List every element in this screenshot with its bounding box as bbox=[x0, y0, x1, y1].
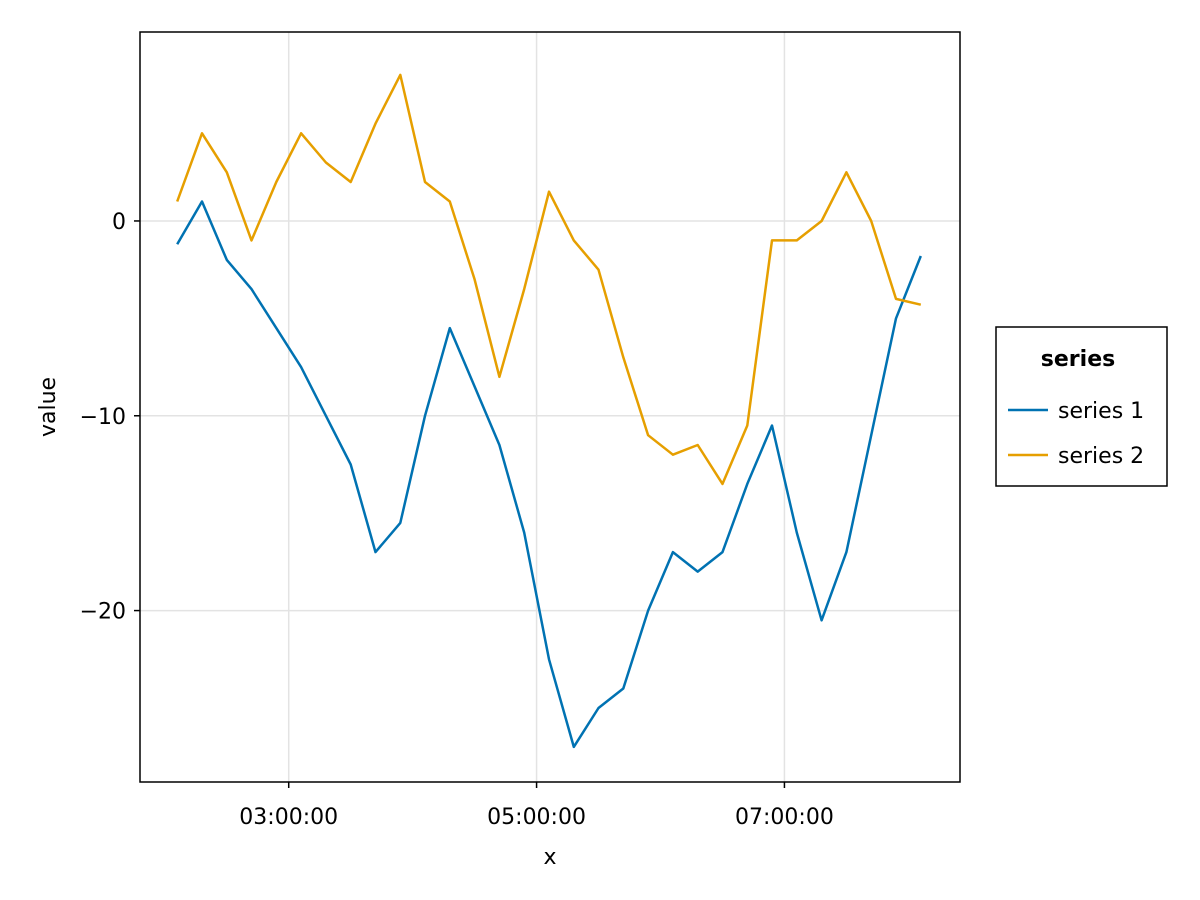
x-tick-label: 03:00:00 bbox=[239, 805, 338, 830]
series-line bbox=[176, 200, 922, 749]
series-layer bbox=[176, 73, 922, 749]
x-tick-label: 07:00:00 bbox=[735, 805, 834, 830]
legend-label: series 2 bbox=[1058, 444, 1144, 469]
y-tick-label: 0 bbox=[112, 210, 126, 235]
legend-label: series 1 bbox=[1058, 399, 1144, 424]
x-axis-ticks: 03:00:00 05:00:00 07:00:00 bbox=[239, 782, 834, 830]
x-tick-label: 05:00:00 bbox=[487, 805, 586, 830]
y-axis-label: value bbox=[36, 377, 61, 437]
y-tick-label: −20 bbox=[80, 600, 126, 625]
grid-lines bbox=[140, 32, 960, 782]
legend-title: series bbox=[1041, 347, 1115, 372]
y-axis-ticks: 0 −10 −20 bbox=[80, 210, 140, 625]
y-tick-label: −10 bbox=[80, 405, 126, 430]
legend: series series 1 series 2 bbox=[995, 326, 1168, 487]
legend-frame bbox=[995, 326, 1168, 487]
x-axis-label: x bbox=[543, 845, 556, 870]
plot-frame bbox=[139, 31, 961, 783]
plot-area bbox=[140, 32, 960, 782]
series-line bbox=[176, 73, 922, 486]
